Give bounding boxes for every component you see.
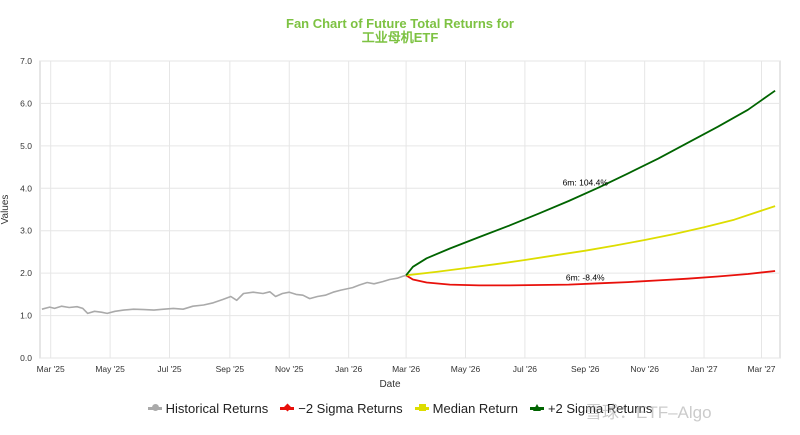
y-tick-label: 4.0: [20, 183, 32, 193]
circle-marker-icon: [147, 404, 162, 411]
y-tick-label: 3.0: [20, 226, 32, 236]
x-tick-label: Jan '27: [690, 364, 717, 374]
x-tick-label: May '25: [95, 364, 125, 374]
y-tick-label: 1.0: [20, 311, 32, 321]
y-tick-label: 6.0: [20, 98, 32, 108]
y-axis-label: Values: [0, 195, 11, 225]
annotation-label: 6m: -8.4%: [566, 272, 605, 282]
legend-item-plus-2-sigma[interactable]: +2 Sigma Returns: [529, 401, 653, 416]
x-axis-label: Date: [379, 379, 401, 390]
y-tick-label: 7.0: [20, 56, 32, 66]
chart-title: Fan Chart of Future Total Returns for: [286, 16, 514, 31]
x-tick-label: Jan '26: [335, 364, 362, 374]
legend-label: Median Return: [432, 401, 518, 416]
y-tick-label: 0.0: [20, 353, 32, 363]
legend-label: Historical Returns: [165, 401, 269, 416]
y-tick-label: 2.0: [20, 268, 32, 278]
annotation-label: 6m: 104.4%: [563, 177, 609, 187]
series-line-2: [405, 205, 776, 277]
legend-label: −2 Sigma Returns: [298, 401, 403, 416]
legend: Historical Returns −2 Sigma Returns Medi…: [0, 401, 800, 416]
x-tick-label: Jul '25: [157, 364, 182, 374]
plot-area: [39, 60, 781, 359]
square-marker-icon: [414, 404, 429, 411]
x-tick-label: Mar '27: [747, 364, 775, 374]
series-line-1: [405, 270, 776, 287]
series-line-3: [405, 89, 776, 276]
chart-subtitle: 工业母机ETF: [361, 30, 439, 45]
watermark: 雪球：ETF–Algo: [585, 403, 712, 422]
x-tick-label: Sep '26: [571, 364, 600, 374]
x-tick-label: Mar '26: [392, 364, 420, 374]
x-tick-label: May '26: [451, 364, 481, 374]
y-tick-label: 5.0: [20, 141, 32, 151]
series-line-0: [41, 274, 407, 315]
x-tick-label: Sep '25: [216, 364, 245, 374]
x-tick-label: Mar '25: [37, 364, 65, 374]
legend-item-median[interactable]: Median Return: [414, 401, 518, 416]
legend-label: +2 Sigma Returns: [547, 401, 653, 416]
legend-item-minus-2-sigma[interactable]: −2 Sigma Returns: [280, 401, 403, 416]
legend-item-historical[interactable]: Historical Returns: [147, 401, 269, 416]
diamond-marker-icon: [280, 403, 295, 412]
triangle-marker-icon: [529, 404, 544, 411]
x-tick-label: Nov '25: [275, 364, 304, 374]
x-tick-label: Nov '26: [630, 364, 659, 374]
x-tick-label: Jul '26: [513, 364, 538, 374]
